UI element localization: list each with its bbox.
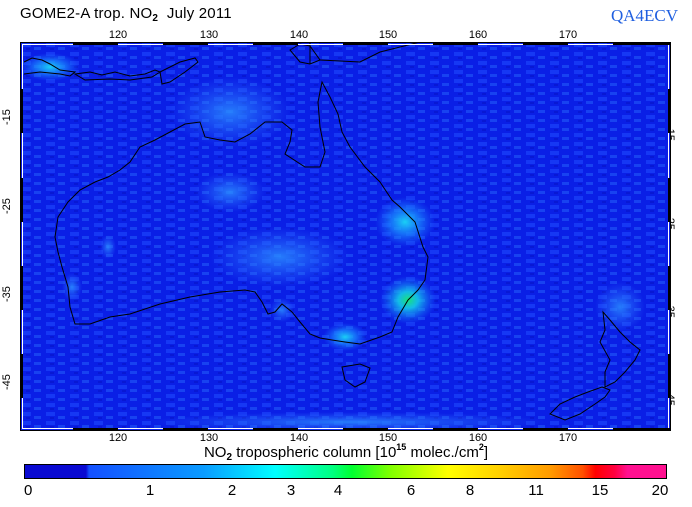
lon-tick-top: 120 <box>108 29 128 41</box>
lon-tick-top: 150 <box>378 29 398 41</box>
colorbar-tick: 15 <box>591 482 609 499</box>
colorbar-tick: 0 <box>24 482 33 499</box>
colorbar-tick: 20 <box>651 482 669 499</box>
lat-tick-left: -45 <box>1 374 13 391</box>
cb-label-text: NO <box>203 444 227 461</box>
lat-tick-left: -35 <box>1 286 13 303</box>
cb-label-mid: tropospheric column [10 <box>232 444 397 461</box>
cb-label-end: ] <box>483 444 489 461</box>
lon-tick-top: 170 <box>558 29 578 41</box>
lon-tick-top: 130 <box>199 29 219 41</box>
lon-tick-bottom: 120 <box>108 432 128 444</box>
lat-tick-left: -15 <box>1 109 13 126</box>
colorbar <box>24 464 667 479</box>
no2-map <box>20 42 671 431</box>
cb-label-sub: 2 <box>226 452 233 463</box>
colorbar-tick: 4 <box>333 482 343 499</box>
colorbar-tick: 2 <box>227 482 237 499</box>
colorbar-label: NO2 tropospheric column [1015 molec./cm2… <box>0 442 692 463</box>
colorbar-tick: 1 <box>145 482 155 499</box>
colorbar-tick: 8 <box>465 482 475 499</box>
coastlines <box>23 42 641 421</box>
map-title: GOME2-A trop. NO2 July 2011 <box>20 5 232 24</box>
frame-ticks <box>20 42 671 431</box>
title-date: July 2011 <box>166 5 232 22</box>
lon-tick-bottom: 140 <box>289 432 309 444</box>
title-subscript: 2 <box>152 13 159 24</box>
cb-label-unit-sup: 2 <box>478 442 484 452</box>
lon-tick-bottom: 170 <box>558 432 578 444</box>
lat-tick-left: -25 <box>1 198 13 215</box>
map-canvas <box>20 42 671 431</box>
colorbar-tick: 3 <box>286 482 296 499</box>
cb-label-unit: molec./cm <box>406 444 479 461</box>
lon-tick-top: 140 <box>289 29 309 41</box>
lon-tick-bottom: 160 <box>468 432 488 444</box>
colorbar-tick: 6 <box>406 482 416 499</box>
brand-logo: QA4ECV <box>610 6 678 25</box>
lon-tick-bottom: 130 <box>199 432 219 444</box>
title-text: GOME2-A trop. NO <box>20 5 153 22</box>
cb-label-sup: 15 <box>396 442 407 452</box>
lon-tick-top: 160 <box>468 29 488 41</box>
colorbar-tick: 11 <box>528 482 544 499</box>
lon-tick-bottom: 150 <box>378 432 398 444</box>
